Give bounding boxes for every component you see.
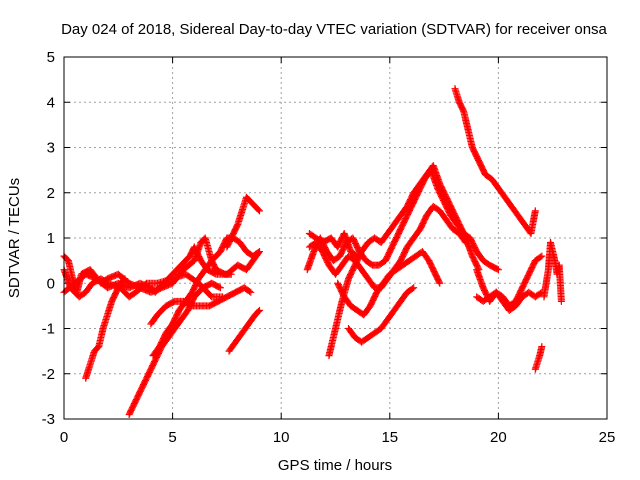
y-tick-labels: -3 -2 -1 0 1 2 3 4 5 (42, 49, 55, 428)
series-track-20 (540, 239, 565, 305)
data-point (493, 265, 501, 273)
data-point (254, 248, 262, 256)
x-tick-label: 10 (273, 429, 290, 446)
y-tick-label: 2 (47, 185, 55, 202)
x-tick-label: 25 (599, 429, 616, 446)
series-track-12 (325, 162, 483, 360)
data-point (538, 343, 546, 351)
data-point (352, 251, 360, 259)
data-point (410, 284, 418, 292)
x-tick-label: 20 (490, 429, 507, 446)
data-point (537, 289, 545, 297)
data-point (557, 297, 565, 305)
series-track-13 (334, 248, 444, 319)
data-point (254, 308, 262, 316)
series-track-08 (223, 193, 263, 251)
x-tick-label: 5 (168, 429, 176, 446)
x-axis-label: GPS time / hours (278, 457, 392, 474)
data-point (537, 253, 545, 261)
y-tick-label: 0 (47, 275, 55, 292)
x-tick-labels: 0 5 10 15 20 25 (60, 429, 616, 446)
data-point (245, 287, 253, 295)
data-point (254, 206, 262, 214)
data-point (531, 207, 539, 215)
data-point (436, 279, 444, 287)
y-tick-label: 3 (47, 140, 55, 157)
y-tick-label: 4 (47, 94, 55, 111)
series-track-16 (451, 85, 539, 237)
data-point (408, 285, 416, 293)
y-tick-label: 1 (47, 230, 55, 247)
data-point (494, 266, 502, 274)
data-point (255, 207, 263, 215)
series-track-15 (305, 229, 361, 260)
series-track-19 (531, 343, 546, 373)
x-tick-label: 0 (60, 429, 68, 446)
y-tick-label: -2 (42, 366, 55, 383)
series-track-14 (345, 284, 418, 346)
plot-frame (63, 56, 608, 420)
y-tick-label: -1 (42, 321, 55, 338)
y-axis-label: SDTVAR / TECUs (6, 178, 23, 298)
data-point (216, 284, 224, 292)
data-point (247, 288, 255, 296)
y-tick-label: 5 (47, 49, 55, 66)
data-point (435, 278, 443, 286)
series-track-18 (473, 252, 546, 310)
y-tick-label: -3 (42, 411, 55, 428)
data-point (121, 275, 129, 283)
data-point (120, 276, 128, 284)
series-track-05 (125, 279, 224, 418)
chart-title: Day 024 of 2018, Sidereal Day-to-day VTE… (61, 21, 607, 38)
series-track-07 (147, 284, 255, 328)
series-track-09 (225, 306, 263, 355)
series-track-04 (82, 275, 129, 382)
data-points (60, 85, 565, 418)
data-point (255, 248, 263, 256)
x-tick-label: 15 (381, 429, 398, 446)
data-point (215, 283, 223, 291)
grid (63, 56, 608, 420)
data-point (538, 252, 546, 260)
data-point (353, 252, 361, 260)
data-point (255, 306, 263, 314)
